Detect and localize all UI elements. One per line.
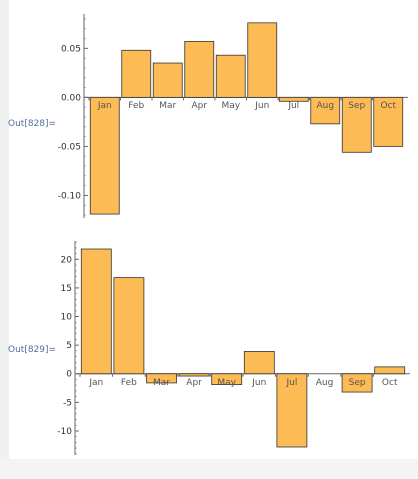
chart1-bar-may [215,54,246,98]
chart2-x-label-jan: Jan [88,378,103,388]
chart2-x-label-jul: Jul [285,378,297,388]
chart1-bar-jan [89,96,120,215]
chart1-x-label-apr: Apr [191,101,207,111]
chart1-y-label: 0.05 [61,44,81,54]
chart2-bar-sep [341,373,373,393]
chart1-bar-aug [310,96,341,125]
chart2-x-label-aug: Aug [316,378,334,388]
chart1-y-label: 0.00 [61,93,81,103]
chart2-bar-mar [146,373,177,384]
chart2-x-label-apr: Apr [186,378,202,388]
chart2-y-label: -5 [63,398,72,408]
chart2-y-label: 20 [61,255,73,265]
output-label-829: Out[829]= [8,345,57,355]
chart1-bar-feb [121,49,152,98]
chart1-x-label-oct: Oct [380,101,396,111]
chart2-bar-feb [113,277,145,375]
chart2-y-label: 15 [61,284,72,294]
chart2-x-label-oct: Oct [382,378,398,388]
chart2-bar-jun [243,351,275,375]
chart1-bar-jun [247,22,278,98]
notebook-gutter [0,0,9,479]
chart1-x-label-jun: Jun [254,101,269,111]
chart2-bar-oct [374,366,406,375]
chart2-x-label-sep: Sep [349,378,366,388]
chart2-x-label-may: May [217,378,236,388]
chart2-bar-jan [80,248,112,375]
chart1-x-label-feb: Feb [128,101,144,111]
chart1-x-label-aug: Aug [316,101,334,111]
chart1-x-label-may: May [221,101,240,111]
chart1-x-label-jan: Jan [97,101,112,111]
chart1-x-label-mar: Mar [159,101,176,111]
chart2-y-label: 10 [61,313,73,323]
chart1-y-label: -0.05 [58,142,81,152]
chart1-bar-sep [341,96,372,153]
chart1-bar-jul [278,96,309,102]
chart2-bar-may [211,373,243,386]
output-label-828: Out[828]= [8,119,57,129]
chart1-x-label-jul: Jul [287,101,299,111]
chart1-y-label: -0.10 [58,191,82,201]
chart2-bar-apr [178,373,210,377]
chart1-bar-mar [152,62,183,98]
notebook-bottom-strip [0,459,418,479]
chart2-x-label-feb: Feb [121,378,137,388]
chart1-bar-apr [184,41,215,98]
chart2-y-label: 5 [66,341,72,351]
chart2-bar-jul [276,373,308,448]
chart1-x-label-sep: Sep [348,101,365,111]
chart2-y-label: -10 [57,427,72,437]
chart1-bar-oct [373,96,404,147]
chart2-y-label: 0 [66,370,72,380]
chart2-x-label-mar: Mar [153,378,170,388]
chart2-x-label-jun: Jun [251,378,266,388]
